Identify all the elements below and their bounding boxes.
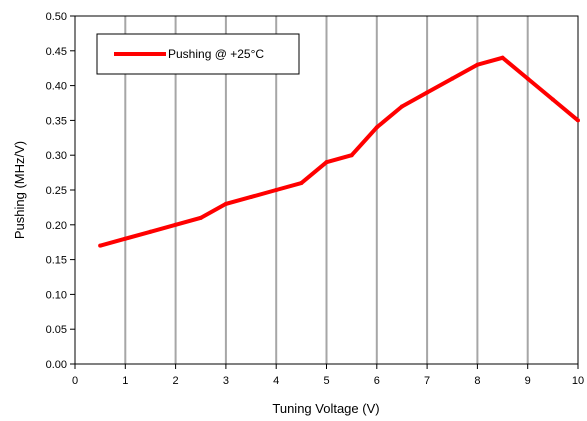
legend: Pushing @ +25°C <box>96 33 300 75</box>
x-tick-label: 4 <box>273 375 279 387</box>
y-tick-label: 0.30 <box>46 150 67 162</box>
x-tick-label: 10 <box>572 375 584 387</box>
data-point <box>399 104 404 109</box>
y-tick-label: 0.25 <box>46 185 67 197</box>
y-tick-label: 0.15 <box>46 255 67 267</box>
x-tick-label: 8 <box>474 375 480 387</box>
y-tick-label: 0.40 <box>46 81 67 93</box>
x-tick-label: 9 <box>525 375 531 387</box>
data-point <box>576 118 580 123</box>
y-tick-label: 0.20 <box>46 220 67 232</box>
data-point <box>425 90 430 95</box>
x-axis-title: Tuning Voltage (V) <box>272 401 379 416</box>
x-tick-label: 7 <box>424 375 430 387</box>
data-point <box>274 188 279 192</box>
x-tick-label: 5 <box>323 375 329 387</box>
y-axis: 0.00 0.05 0.10 0.15 0.20 0.25 0.30 0.35 0.40 0.45… <box>46 11 75 371</box>
series-line-0 <box>99 55 580 248</box>
y-tick-label: 0.35 <box>46 115 67 127</box>
data-point <box>374 125 379 130</box>
data-point <box>198 215 203 220</box>
data-point <box>324 160 329 165</box>
data-point <box>148 229 153 234</box>
legend-label: Pushing @ +25°C <box>168 47 264 61</box>
y-axis-title: Pushing (MHz/V) <box>12 141 27 239</box>
data-point <box>475 62 480 67</box>
data-point <box>525 76 530 81</box>
y-tick-label: 0.45 <box>46 46 67 58</box>
data-point <box>450 76 455 81</box>
x-tick-label: 6 <box>374 375 380 387</box>
data-point <box>123 236 128 241</box>
data-point <box>500 55 505 60</box>
x-tick-label: 2 <box>173 375 179 387</box>
y-tick-label: 0.00 <box>46 359 67 371</box>
y-tick-label: 0.10 <box>46 289 67 301</box>
data-point <box>349 153 354 158</box>
data-point <box>173 222 178 227</box>
data-point <box>223 201 228 206</box>
y-tick-label: 0.50 <box>46 11 67 23</box>
series-group <box>98 55 580 248</box>
x-tick-label: 0 <box>72 375 78 387</box>
y-tick-label: 0.05 <box>46 324 67 336</box>
data-point <box>299 181 304 186</box>
data-point <box>550 97 555 102</box>
x-tick-label: 3 <box>223 375 229 387</box>
data-point <box>249 194 254 199</box>
data-point <box>98 243 103 248</box>
x-tick-label: 1 <box>122 375 128 387</box>
x-axis: 0 1 2 3 4 5 6 7 8 9 10 <box>72 364 584 387</box>
